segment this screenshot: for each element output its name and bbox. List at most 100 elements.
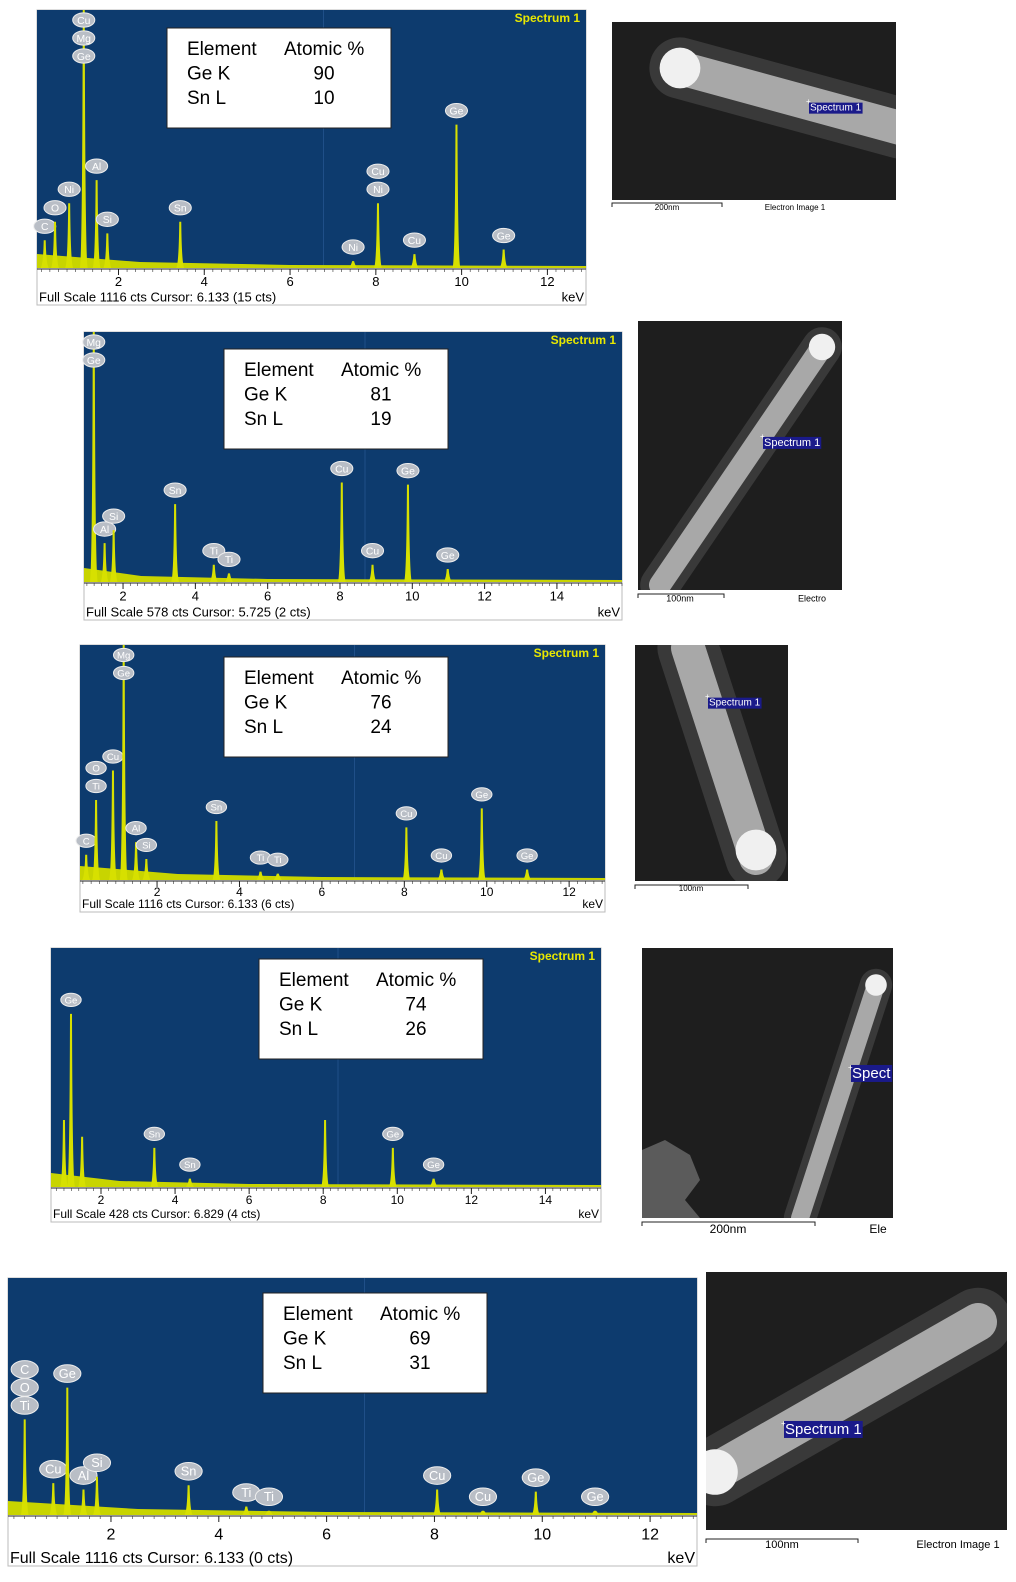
peak-label: C	[11, 1361, 38, 1379]
peak-label: Cu	[361, 544, 383, 558]
peak-label-text: Al	[132, 824, 141, 835]
peak-label: Cu	[367, 164, 389, 178]
electron-image: Spectrum 1+100nmElectro	[638, 321, 842, 603]
peak-label: Ti	[11, 1397, 38, 1415]
peak-label-text: Sn	[211, 803, 223, 814]
peak-label: Ni	[367, 182, 389, 196]
peak-label-text: C	[83, 836, 90, 847]
peak-label-text: Ti	[225, 555, 233, 566]
peak-label-text: Al	[100, 525, 109, 536]
x-unit: keV	[578, 1207, 599, 1221]
marker-cross: +	[705, 692, 710, 701]
spectrum-title: Spectrum 1	[534, 646, 600, 660]
peak-label-text: Ni	[348, 243, 358, 254]
x-tick-label: 14	[550, 589, 564, 604]
peak-label: Sn	[206, 800, 226, 813]
table-header: Element	[244, 360, 314, 381]
peak-label: Cu	[431, 849, 451, 862]
peak-label: Ge	[54, 1365, 81, 1383]
image-clip: Spectrum 1+	[692, 1272, 1007, 1530]
table-cell: 69	[409, 1329, 430, 1350]
peak-label: Sn	[169, 201, 191, 215]
marker-cross: +	[848, 1063, 853, 1072]
nanowire-tip	[692, 1449, 738, 1495]
scale-label: 100nm	[666, 593, 694, 603]
peak-label: Ge	[73, 49, 95, 63]
peak-label-text: Cu	[107, 752, 119, 763]
table-cell: 10	[313, 88, 334, 109]
peak-label-text: Ti	[20, 1398, 30, 1413]
x-tick-label: 12	[540, 274, 554, 289]
peak-label-text: Si	[142, 840, 151, 851]
image-caption: Electron Image 1	[765, 203, 826, 212]
peak-label-text: Mg	[87, 338, 102, 349]
peak-label-text: Sn	[184, 1160, 196, 1171]
peak-label: Ti	[255, 1488, 282, 1506]
peak-label: Ge	[83, 353, 105, 367]
peak-label-text: Mg	[117, 651, 130, 662]
spectrum-panel: COTiCuMgGeAlSiSnTiTiCuCuGeGeSpectrum 124…	[76, 645, 605, 912]
peak-label: O	[86, 761, 106, 774]
spectrum-marker: Spectrum 1	[810, 103, 862, 114]
peak-label: Mg	[73, 31, 95, 45]
image-caption: Electro	[798, 593, 826, 603]
x-tick-label: 14	[539, 1193, 553, 1207]
x-tick-label: 8	[336, 589, 343, 604]
peak-label: Mg	[83, 335, 105, 349]
peak-label-text: Cu	[429, 1468, 445, 1483]
table-cell: Sn L	[244, 409, 283, 430]
peak-label: Si	[103, 509, 125, 523]
peak-label: Al	[94, 522, 116, 536]
peak-label-text: Cu	[400, 809, 412, 820]
x-tick-label: 6	[264, 589, 271, 604]
spectrum-panel: GeSnSnGeGeSpectrum 12468101214Full Scale…	[51, 948, 601, 1222]
table-header: Atomic %	[380, 1304, 460, 1325]
peak-label-text: Cu	[77, 16, 91, 27]
peak-label-text: Cu	[335, 464, 349, 475]
table-cell: Ge K	[244, 693, 288, 714]
x-tick-label: 8	[430, 1527, 439, 1544]
peak-label: Ge	[397, 464, 419, 478]
table-cell: Ge K	[187, 64, 231, 85]
peak-label: Cu	[73, 13, 95, 27]
peak-label-text: Ge	[401, 466, 415, 477]
image-clip: Spectrum 1+	[612, 22, 900, 200]
x-tick-label: 10	[405, 589, 419, 604]
x-tick-label: 6	[322, 1527, 331, 1544]
x-unit: keV	[667, 1550, 695, 1567]
x-tick-label: 4	[201, 274, 208, 289]
spectrum-marker: Spectrum 1	[785, 1421, 862, 1438]
peak-label-text: Mg	[77, 34, 92, 45]
x-tick-label: 2	[98, 1193, 105, 1207]
marker-cross: +	[760, 432, 765, 441]
peak-label-text: Si	[103, 215, 112, 226]
peak-label-text: Ge	[527, 1470, 544, 1485]
peak-label-text: Ge	[521, 851, 534, 862]
peak-label-text: Ge	[427, 1160, 440, 1171]
peak-label-text: Ti	[257, 853, 265, 864]
spectrum-panel: COTiCuGeAlSiSnTiTiCuCuGeGe24681012Full S…	[8, 1278, 697, 1567]
peak-label-text: Cu	[45, 1462, 61, 1477]
image-clip: Spect+	[642, 948, 893, 1218]
peak-label: Cu	[40, 1460, 67, 1478]
spectrum-footer: Full Scale 1116 cts Cursor: 6.133 (15 ct…	[39, 289, 276, 304]
x-tick-label: 4	[214, 1527, 223, 1544]
table-header: Atomic %	[376, 970, 456, 991]
spectrum-title: Spectrum 1	[530, 949, 596, 963]
peak-label: O	[11, 1379, 38, 1397]
x-tick-label: 4	[172, 1193, 179, 1207]
nanowire-tip	[865, 974, 887, 996]
peak-label-text: Ge	[59, 1366, 76, 1381]
table-header: Atomic %	[284, 39, 364, 60]
x-tick-label: 12	[465, 1193, 479, 1207]
nanowire-tip	[736, 830, 777, 871]
peak-label: Ge	[61, 993, 81, 1006]
scale-label: 100nm	[679, 884, 704, 893]
x-tick-label: 10	[533, 1527, 551, 1544]
nanowire-tip	[660, 48, 701, 89]
table-cell: Ge K	[279, 995, 323, 1016]
peak-label-text: Ge	[117, 669, 130, 680]
peak-label-text: Sn	[181, 1464, 197, 1479]
peak-label-text: Ni	[64, 185, 74, 196]
